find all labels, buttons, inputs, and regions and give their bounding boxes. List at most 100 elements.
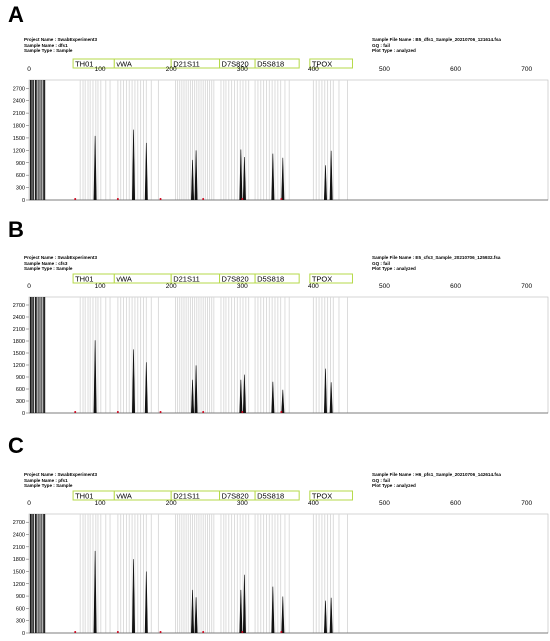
allele-peak (239, 149, 243, 201)
allele-peak (132, 559, 136, 634)
gq-status: GQ : fail (372, 260, 390, 266)
y-tick-label: 2700 (13, 520, 25, 526)
x-tick-label: 200 (166, 66, 177, 73)
sample-file-name: Sample File Name : H6_pfs1_Sample_202107… (372, 472, 501, 477)
locus-label: TPOX (312, 60, 332, 69)
sample-info-right: Sample File Name : H6_pfs1_Sample_202107… (372, 472, 501, 489)
x-tick-label: 100 (95, 66, 106, 73)
locus-box (254, 273, 300, 284)
allele-peak (329, 382, 333, 414)
size-standard-marker (202, 411, 205, 413)
size-standard-marker (74, 411, 77, 413)
allele-peak (191, 159, 195, 201)
locus-label: D21S11 (173, 275, 200, 284)
size-standard-marker (280, 198, 283, 200)
locus-box (254, 490, 300, 501)
x-tick-label: 0 (27, 500, 31, 507)
y-tick-label: 300 (16, 619, 25, 625)
x-tick-label: 0 (27, 66, 31, 73)
y-tick-label: 1800 (13, 339, 25, 345)
allele-peak (194, 597, 198, 634)
locus-label: D7S820 (222, 492, 249, 501)
sample-name: Sample Name : dfs1 (24, 42, 68, 48)
locus-label: D5S818 (257, 492, 284, 501)
allele-peak (323, 600, 327, 634)
allele-peak (271, 153, 275, 201)
allele-peak (194, 150, 198, 201)
size-standard-marker (241, 631, 244, 633)
x-tick-label: 500 (379, 500, 390, 507)
y-tick-label: 1500 (13, 351, 25, 357)
x-tick-label: 700 (521, 500, 532, 507)
allele-peak (242, 574, 246, 634)
x-tick-label: 600 (450, 500, 461, 507)
x-tick-label: 200 (166, 500, 177, 507)
x-tick-label: 200 (166, 283, 177, 290)
allele-peak (281, 157, 285, 201)
locus-label: D5S818 (257, 60, 284, 69)
allele-peak (239, 379, 243, 414)
plot-type: Plot Type : analyzed (372, 266, 416, 272)
size-standard-marker (280, 631, 283, 633)
y-tick-label: 300 (16, 399, 25, 405)
size-standard-marker (280, 411, 283, 413)
size-standard-marker (202, 198, 205, 200)
allele-peak (93, 550, 97, 634)
allele-peak (144, 142, 148, 201)
y-tick-label: 0 (22, 411, 25, 417)
x-tick-label: 600 (450, 283, 461, 290)
y-tick-label: 1500 (13, 569, 25, 575)
locus-label: vWA (116, 492, 132, 501)
allele-peak (329, 150, 333, 201)
sample-info-right: Sample File Name : E5_cfs3_Sample_202107… (372, 255, 500, 272)
sample-file-name: Sample File Name : B5_dfs1_Sample_202107… (372, 37, 501, 42)
allele-peak (281, 389, 285, 414)
allele-peak (323, 165, 327, 201)
allele-peak (323, 368, 327, 414)
plot-area (28, 296, 549, 414)
y-tick-label: 900 (16, 375, 25, 381)
size-standard-marker (116, 198, 119, 200)
y-tick-label: 2100 (13, 545, 25, 551)
y-tick-label: 1200 (13, 148, 25, 154)
x-tick-label: 700 (521, 66, 532, 73)
x-tick-label: 300 (237, 500, 248, 507)
allele-peak (93, 135, 97, 201)
locus-label: D7S820 (222, 275, 249, 284)
locus-label: vWA (116, 275, 132, 284)
sample-type: Sample Type : Sample (24, 483, 73, 489)
allele-peak (191, 379, 195, 414)
allele-peak (271, 586, 275, 634)
size-standard-marker (74, 631, 77, 633)
allele-peak (132, 349, 136, 414)
locus-label: D5S818 (257, 275, 284, 284)
y-tick-label: 1200 (13, 582, 25, 588)
sample-type: Sample Type : Sample (24, 266, 73, 272)
panel-letter: A (8, 2, 24, 27)
y-tick-label: 600 (16, 173, 25, 179)
size-standard-marker (202, 631, 205, 633)
locus-label: D21S11 (173, 60, 200, 69)
locus-label: vWA (116, 60, 132, 69)
panel-letter: C (8, 433, 24, 458)
locus-box (309, 273, 353, 284)
y-tick-label: 300 (16, 186, 25, 192)
allele-peak (194, 365, 198, 414)
allele-peak (144, 362, 148, 414)
x-tick-label: 400 (308, 500, 319, 507)
y-tick-label: 2100 (13, 111, 25, 117)
size-standard-marker (116, 411, 119, 413)
panel-c: C Project Name : SwabExperiment3 Sample … (0, 428, 550, 641)
locus-label: D21S11 (173, 492, 200, 501)
locus-label: TH01 (75, 60, 93, 69)
x-tick-label: 100 (95, 500, 106, 507)
x-tick-label: 300 (237, 283, 248, 290)
size-standard-marker (159, 198, 162, 200)
y-tick-label: 600 (16, 387, 25, 393)
locus-box (254, 58, 300, 69)
allele-peak (239, 589, 243, 634)
allele-peak (191, 589, 195, 634)
sample-name: Sample Name : pfs1 (24, 477, 68, 483)
y-tick-label: 900 (16, 161, 25, 167)
electropherogram-b: TH01 vWA D21S11 D7S820 D5S818 TPOX 0 100 200 300 4… (13, 273, 549, 417)
